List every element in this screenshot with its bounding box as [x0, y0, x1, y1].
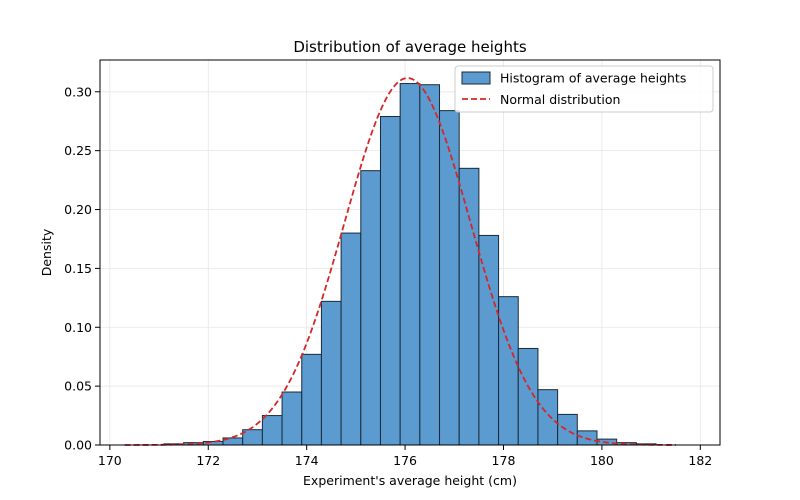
histogram-bar: [498, 296, 519, 446]
plot-frame: [99, 59, 721, 446]
histogram-bar: [537, 389, 559, 446]
legend-swatch-histogram: [461, 71, 491, 85]
x-tick-label: 170: [98, 453, 122, 468]
histogram-bar: [439, 110, 460, 446]
histogram-bar: [360, 170, 381, 446]
histogram-bar: [320, 300, 342, 446]
y-tick-label: 0.30: [64, 84, 92, 99]
y-tick-label: 0.25: [64, 143, 92, 158]
x-axis-ticks: 170 172 174 176 178 180 182: [98, 445, 712, 468]
x-tick-label: 182: [688, 453, 712, 468]
histogram-bar: [458, 167, 480, 446]
normal-distribution-curve: [124, 77, 676, 446]
legend: Histogram of average heights Normal dist…: [454, 65, 714, 113]
x-tick-label: 172: [196, 453, 220, 468]
legend-label-histogram: Histogram of average heights: [500, 71, 686, 86]
legend-box: [454, 65, 714, 113]
y-tick-label: 0.15: [64, 261, 92, 276]
x-tick-label: 176: [393, 453, 417, 468]
y-axis-ticks: 0.00 0.05 0.10 0.15 0.20 0.25 0.30: [64, 84, 100, 453]
histogram-bar: [261, 415, 283, 446]
histogram-bar: [478, 234, 500, 446]
histogram-bar: [379, 116, 401, 446]
x-tick-label: 178: [492, 453, 516, 468]
histogram-bar: [281, 391, 303, 446]
x-tick-label: 174: [295, 453, 319, 468]
y-tick-label: 0.00: [64, 438, 92, 453]
y-tick-label: 0.10: [64, 320, 92, 335]
x-axis-label: Experiment's average height (cm): [303, 473, 517, 488]
histogram-bar: [557, 413, 578, 446]
legend-label-normal: Normal distribution: [500, 92, 620, 107]
y-axis-label: Density: [39, 228, 54, 276]
histogram-bar: [399, 83, 421, 446]
x-tick-label: 180: [590, 453, 614, 468]
histogram-bar: [340, 232, 362, 446]
chart-title: Distribution of average heights: [293, 38, 526, 56]
histogram-bars: [163, 83, 657, 446]
y-tick-label: 0.05: [64, 379, 92, 394]
y-tick-label: 0.20: [64, 202, 92, 217]
histogram-bar: [419, 84, 441, 446]
histogram-bar: [301, 353, 322, 446]
